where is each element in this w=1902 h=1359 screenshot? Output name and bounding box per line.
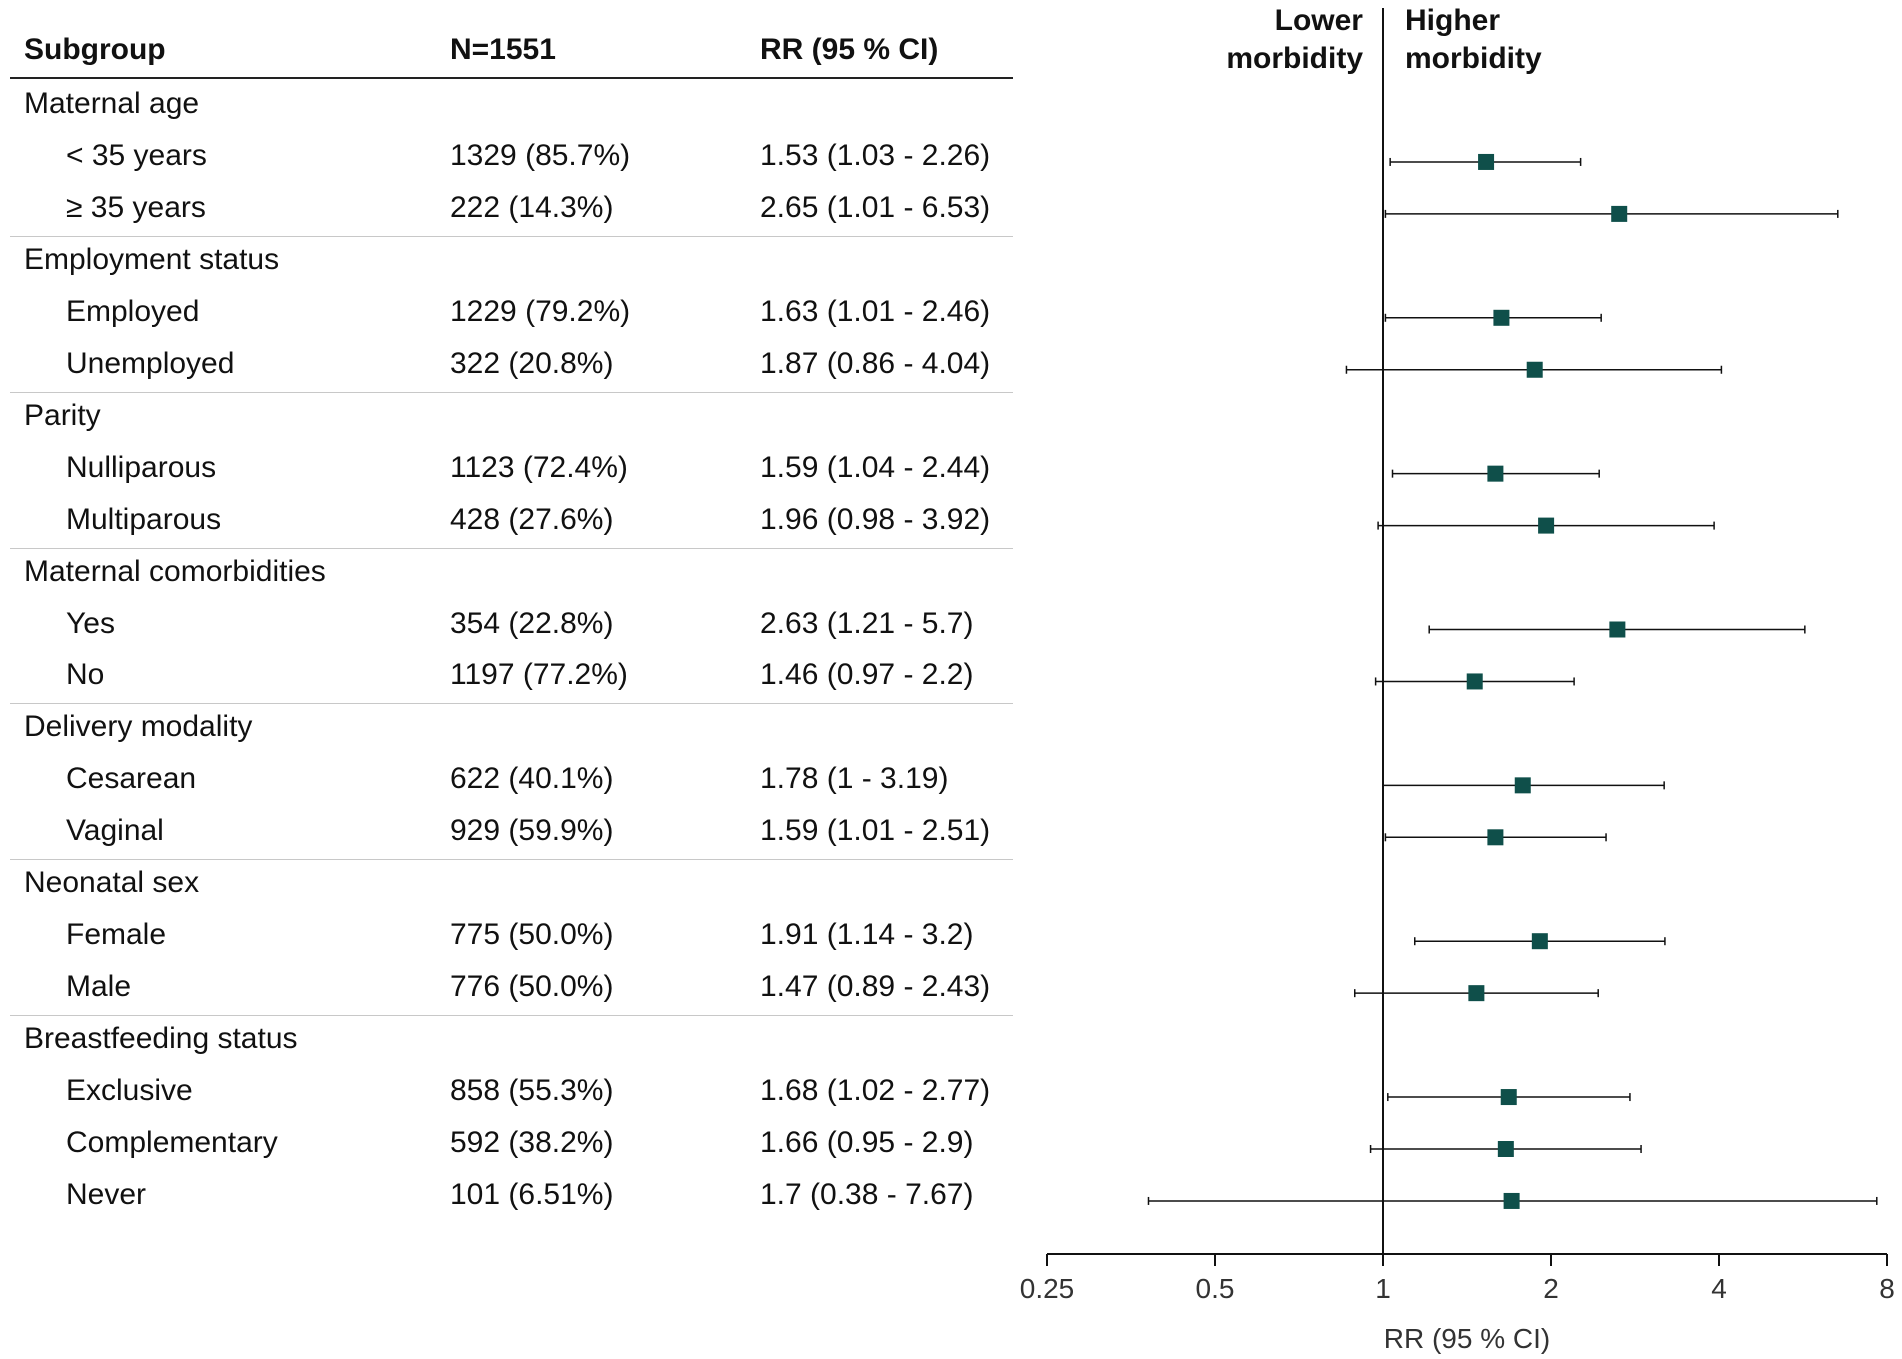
row-rr: 1.7 (0.38 - 7.67) [760,1177,974,1211]
row-rr: 1.47 (0.89 - 2.43) [760,970,991,1004]
row-label: Employed [66,294,200,328]
subgroup-table: Subgroup N=1551 RR (95 % CI) Maternal ag… [0,0,1020,1240]
group-divider [10,235,1013,237]
row-rr: 2.63 (1.21 - 5.7) [760,606,974,640]
row-label: < 35 years [66,138,207,172]
point-estimate-marker [1609,621,1626,638]
point-estimate-marker [1497,1141,1514,1157]
group-label: Parity [24,398,101,432]
point-estimate-marker [1538,517,1555,534]
group-label: Employment status [24,242,280,276]
x-tick-label: 0.5 [1196,1273,1235,1304]
row-label: Vaginal [66,814,164,848]
row-n: 1197 (77.2%) [450,658,628,692]
point-estimate-marker [1468,985,1485,1002]
x-tick-label: 0.25 [1020,1273,1075,1304]
group-label: Maternal age [24,87,200,120]
row-label: ≥ 35 years [66,190,206,224]
row-n: 622 (40.1%) [450,762,614,796]
group-label: Maternal comorbidities [24,554,326,588]
x-tick-label: 8 [1879,1273,1895,1304]
higher-morbidity-label: Higher [1405,4,1500,37]
forest-annotations: Lower morbidity Higher morbidity [1226,4,1542,75]
row-rr: 1.87 (0.86 - 4.04) [760,346,991,380]
row-label: Never [66,1177,147,1211]
header-n: N=1551 [450,33,556,66]
row-label: Nulliparous [66,450,217,484]
group-label: Neonatal sex [24,866,200,900]
row-n: 322 (20.8%) [450,346,614,380]
row-rr: 1.53 (1.03 - 2.26) [760,138,991,172]
point-estimate-marker [1531,933,1548,950]
point-estimate-marker [1487,465,1504,482]
row-rr: 1.63 (1.01 - 2.46) [760,294,991,328]
point-estimate-marker [1503,1192,1520,1209]
point-estimate-marker [1493,309,1510,326]
row-n: 592 (38.2%) [450,1126,614,1159]
point-estimate-marker [1526,361,1543,378]
group-divider [10,1015,1013,1017]
point-estimate-marker [1514,777,1531,794]
lower-morbidity-label: Lower [1275,4,1364,37]
row-n: 929 (59.9%) [450,814,614,848]
row-label: Female [66,918,167,952]
row-rr: 2.65 (1.01 - 6.53) [760,190,991,224]
row-label: Exclusive [66,1074,193,1108]
row-rr: 1.59 (1.01 - 2.51) [760,814,991,848]
forest-marks [1147,8,1878,1254]
header-rule [10,77,1013,79]
row-n: 222 (14.3%) [450,190,614,224]
group-label: Delivery modality [24,710,253,744]
row-label: Yes [66,606,115,640]
row-rr: 1.91 (1.14 - 3.2) [760,918,974,952]
group-divider [10,391,1013,393]
row-label: Cesarean [66,762,197,796]
group-divider [10,547,1013,549]
row-n: 1229 (79.2%) [450,294,631,328]
header-subgroup: Subgroup [24,33,166,66]
row-rr: 1.68 (1.02 - 2.77) [760,1074,991,1108]
row-n: 775 (50.0%) [450,918,614,952]
row-n: 354 (22.8%) [450,606,614,640]
row-label: No [66,658,105,692]
row-n: 428 (27.6%) [450,502,614,536]
row-label: Complementary [66,1126,278,1159]
x-tick-label: 4 [1711,1273,1727,1304]
row-rr: 1.59 (1.04 - 2.44) [760,450,991,484]
row-n: 1329 (85.7%) [450,138,631,172]
header-rr: RR (95 % CI) [760,33,939,66]
point-estimate-marker [1611,205,1628,222]
point-estimate-marker [1487,829,1504,846]
row-rr: 1.46 (0.97 - 2.2) [760,658,974,692]
group-divider [10,703,1013,705]
row-rr: 1.66 (0.95 - 2.9) [760,1126,974,1159]
x-tick-label: 1 [1375,1273,1391,1304]
point-estimate-marker [1500,1089,1517,1106]
lower-morbidity-label: morbidity [1226,42,1363,75]
point-estimate-marker [1466,673,1483,690]
group-divider [10,859,1013,861]
group-label: Breastfeeding status [24,1022,298,1056]
higher-morbidity-label: morbidity [1405,42,1542,75]
row-label: Unemployed [66,346,235,380]
row-rr: 1.78 (1 - 3.19) [760,762,949,796]
row-rr: 1.96 (0.98 - 3.92) [760,502,991,536]
row-label: Multiparous [66,502,222,536]
row-label: Male [66,970,132,1004]
x-tick-label: 2 [1543,1273,1559,1304]
row-n: 858 (55.3%) [450,1074,614,1108]
point-estimate-marker [1478,153,1495,170]
x-axis-label: RR (95 % CI) [1384,1323,1550,1354]
row-n: 101 (6.51%) [450,1177,614,1211]
row-n: 776 (50.0%) [450,970,614,1004]
forest-x-axis: 0.25 0.5 1 2 4 8 RR (95 % CI) [1020,1253,1895,1354]
row-n: 1123 (72.4%) [450,450,628,484]
